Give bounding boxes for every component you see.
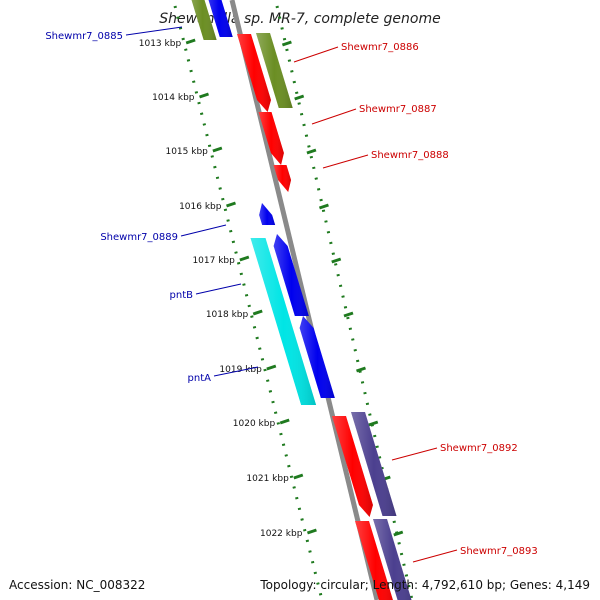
gene-shewmr7-0892-shade <box>332 416 373 517</box>
kbp-label: 1021 kbp <box>246 474 289 484</box>
kbp-major-tick-outer <box>306 148 317 155</box>
kbp-label: 1016 kbp <box>179 202 222 212</box>
gene-label-shewmr7-0892: Shewmr7_0892 <box>440 443 518 454</box>
kbp-major-tick-outer <box>331 257 342 264</box>
label-leader-line <box>293 46 339 63</box>
label-leader-line <box>311 108 357 125</box>
kbp-major-tick <box>266 364 277 371</box>
kbp-major-tick <box>279 418 290 425</box>
gene-label-shewmr7-0886: Shewmr7_0886 <box>341 42 419 53</box>
genome-backbone <box>229 0 380 600</box>
kbp-major-tick-outer <box>393 530 404 537</box>
kbp-major-tick-outer <box>356 366 366 373</box>
label-leader-line <box>412 549 458 563</box>
gene-pntB-shade <box>273 234 309 316</box>
map-title: Shewanella sp. MR-7, complete genome <box>159 11 440 27</box>
kbp-major-tick <box>212 146 223 153</box>
gene-shewmr7-0885-shade <box>208 0 233 37</box>
kbp-major-tick-outer <box>343 311 354 318</box>
kbp-major-tick-outer <box>294 94 305 101</box>
gene-shewmr7-0888-shade <box>273 165 292 192</box>
gene-features <box>191 0 412 600</box>
kbp-major-tick <box>226 201 236 208</box>
kbp-label: 1019 kbp <box>219 365 262 375</box>
kbp-label: 1017 kbp <box>192 256 235 266</box>
label-leader-line <box>180 224 227 237</box>
gene-shewmr7-0885-olive-shade <box>191 0 217 40</box>
kbp-scale: 1013 kbp 1014 kbp 1015 kbp 1016 kbp 1017 kbp… <box>139 39 303 539</box>
gene-label-shewmr7-0889: Shewmr7_0889 <box>100 232 178 243</box>
gene-shewmr7-0886-olive-shade <box>256 33 293 108</box>
kbp-major-tick-outer <box>281 40 292 47</box>
gene-label-shewmr7-0893: Shewmr7_0893 <box>460 546 538 557</box>
gene-pntB-cyan-shade <box>250 238 317 405</box>
label-leader-line <box>195 283 242 295</box>
genome-summary-text: Topology: circular; Length: 4,792,610 bp… <box>260 578 590 592</box>
gene-shewmr7-0893-slate-shade <box>373 519 412 600</box>
kbp-label: 1015 kbp <box>165 147 208 157</box>
gene-shewmr7-0889-shade <box>259 203 276 225</box>
gene-pntA-shade <box>299 316 335 398</box>
kbp-label: 1020 kbp <box>233 419 276 429</box>
kbp-major-tick <box>252 309 263 316</box>
label-leader-line <box>125 26 183 36</box>
gene-shewmr7-0886-shade <box>237 34 271 112</box>
gene-label-pntb: pntB <box>170 290 194 301</box>
kbp-label: 1014 kbp <box>152 93 195 103</box>
label-leader-line <box>213 366 259 377</box>
gene-shewmr7-0892-slate-shade <box>351 412 397 516</box>
gene-label-pnta: pntA <box>188 373 212 384</box>
kbp-label: 1018 kbp <box>206 310 249 320</box>
kbp-major-tick <box>293 473 304 480</box>
kbp-major-tick <box>306 528 317 535</box>
accession-text: Accession: NC_008322 <box>9 578 146 592</box>
gene-label-shewmr7-0885: Shewmr7_0885 <box>45 31 123 42</box>
label-leader-line <box>322 154 369 169</box>
gene-shewmr7-0893-shade <box>355 521 393 600</box>
gene-label-shewmr7-0888: Shewmr7_0888 <box>371 150 449 161</box>
kbp-major-tick <box>185 38 196 45</box>
kbp-major-tick-outer <box>368 420 379 427</box>
gene-labels: Shewmr7_0885 Shewmr7_0886 Shewmr7_0887 Shew… <box>45 26 538 563</box>
kbp-label: 1013 kbp <box>139 39 182 49</box>
gene-label-shewmr7-0887: Shewmr7_0887 <box>359 104 437 115</box>
kbp-major-tick <box>239 255 250 262</box>
backbone-line <box>229 0 380 600</box>
gene-shewmr7-0887-shade <box>258 112 284 165</box>
kbp-label: 1022 kbp <box>260 529 303 539</box>
label-leader-line <box>391 447 438 461</box>
kbp-major-tick <box>199 92 209 99</box>
kbp-major-tick-outer <box>318 203 329 210</box>
